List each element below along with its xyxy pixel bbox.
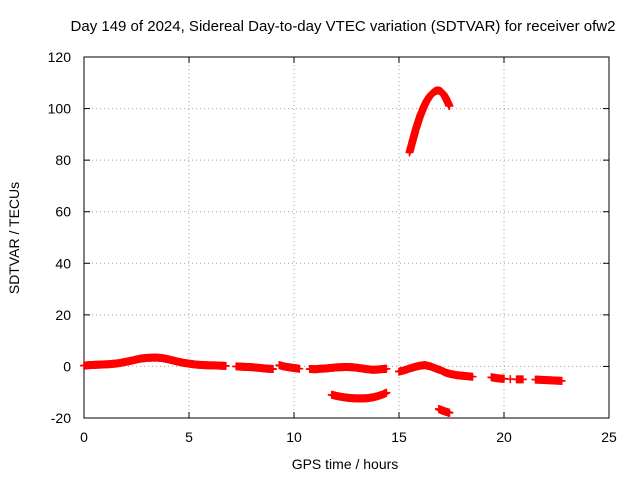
y-tick-label: 80 [55,152,71,168]
data-point [269,365,277,374]
data-point [382,364,391,373]
y-axis-label: SDTVAR / TECUs [6,182,22,294]
chart-title: Day 149 of 2024, Sidereal Day-to-day VTE… [71,18,616,35]
y-tick-label: 20 [55,307,71,323]
series-low-arc [327,388,391,403]
y-tick-label: 60 [55,204,71,220]
x-tick-label: 20 [496,429,512,445]
x-tick-label: 15 [391,429,407,445]
x-tick-label: 25 [601,429,617,445]
x-axis-label: GPS time / hours [292,456,399,472]
data-point [518,375,527,384]
x-tick-label: 0 [80,429,88,445]
data-point [445,101,454,110]
data-point [295,364,304,373]
y-tick-label: 0 [63,358,71,374]
y-tick-label: 40 [55,255,71,271]
y-tick-label: 120 [48,49,72,65]
data-point [382,388,391,397]
series-main-track [80,353,566,385]
grid [84,57,609,418]
plot-frame [83,56,610,419]
series-high-arc [405,86,454,157]
y-tick-label: -20 [51,410,71,426]
y-tick-label: 100 [48,101,72,117]
data-points [80,86,566,417]
series-tail-drop [434,404,454,417]
data-point [445,408,454,417]
data-point [557,376,566,385]
data-point [468,372,477,381]
axis-ticks: 0 5 10 15 20 25 -20 0 20 40 60 80 100 120 [48,49,617,445]
data-point [221,361,230,370]
x-tick-label: 10 [286,429,302,445]
x-tick-label: 5 [185,429,193,445]
